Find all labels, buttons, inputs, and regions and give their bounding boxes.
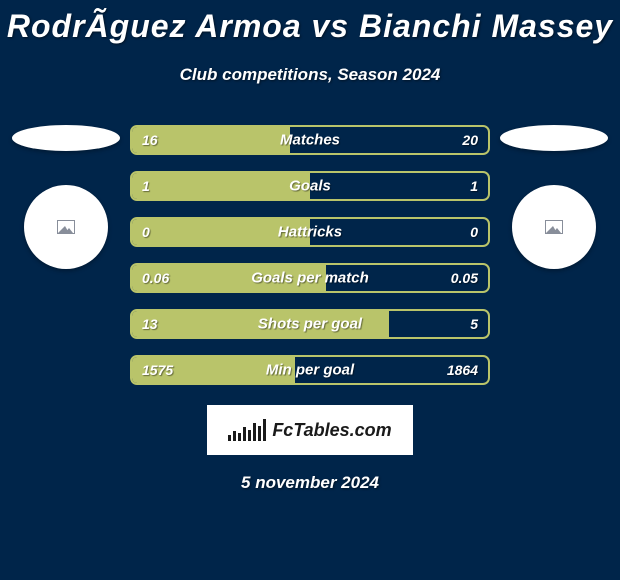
fctables-logo: FcTables.com [207,405,413,455]
stat-label: Min per goal [266,362,354,379]
stat-value-right: 5 [470,316,478,332]
date-label: 5 november 2024 [0,473,620,493]
stat-label: Goals [289,178,331,195]
comparison-panel: 16 Matches 20 1 Goals 1 0 Hattricks 0 0.06 Goals p… [0,125,620,385]
stat-value-left: 16 [142,132,158,148]
stat-label: Hattricks [278,224,342,241]
player-left-column [6,125,126,385]
stat-value-right: 1 [470,178,478,194]
player-right-ellipse [500,125,608,151]
stat-bar: 0 Hattricks 0 [130,217,490,247]
stat-value-right: 0 [470,224,478,240]
player-left-avatar [24,185,108,269]
stat-label: Goals per match [251,270,369,287]
stat-value-right: 0.05 [451,270,478,286]
stat-bar-fill [132,173,310,199]
stat-bar: 13 Shots per goal 5 [130,309,490,339]
player-right-avatar [512,185,596,269]
stat-value-left: 0.06 [142,270,169,286]
stat-value-left: 13 [142,316,158,332]
stat-bar: 1 Goals 1 [130,171,490,201]
stat-bar: 0.06 Goals per match 0.05 [130,263,490,293]
stat-label: Matches [280,132,340,149]
bar-chart-icon [228,419,266,441]
stat-value-left: 0 [142,224,150,240]
image-placeholder-icon [57,220,75,234]
logo-text: FcTables.com [272,420,391,441]
stat-value-left: 1 [142,178,150,194]
image-placeholder-icon [545,220,563,234]
player-left-ellipse [12,125,120,151]
stat-value-right: 1864 [447,362,478,378]
stat-value-right: 20 [462,132,478,148]
stat-label: Shots per goal [258,316,362,333]
stat-bar: 1575 Min per goal 1864 [130,355,490,385]
stats-bars: 16 Matches 20 1 Goals 1 0 Hattricks 0 0.06 Goals p… [126,125,494,385]
player-right-column [494,125,614,385]
page-title: RodrÃ­guez Armoa vs Bianchi Massey [0,0,620,45]
stat-value-left: 1575 [142,362,173,378]
stat-bar: 16 Matches 20 [130,125,490,155]
subtitle: Club competitions, Season 2024 [0,65,620,85]
